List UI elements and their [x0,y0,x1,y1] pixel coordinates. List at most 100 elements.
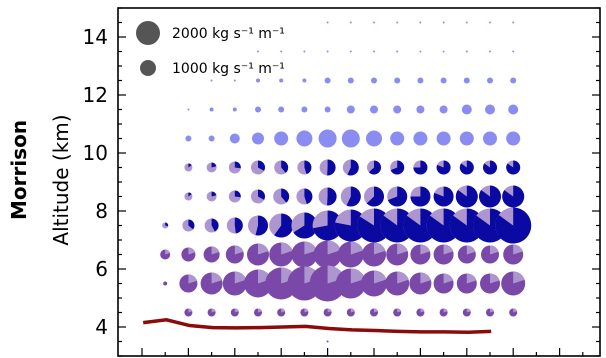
data-bubble [326,50,329,53]
pie-slice [258,308,262,313]
pie-slice [234,217,243,234]
data-bubble [256,78,260,83]
data-bubble [209,107,214,112]
pie-slice [211,272,223,284]
pie-slice [234,308,239,313]
pie-slice [513,271,525,284]
pie-slice [281,188,290,203]
data-bubble [396,21,399,24]
pie-slice [188,308,193,313]
pie-slice [281,242,293,255]
pie-slice [368,160,381,175]
data-bubble [257,50,259,53]
y-tick-label: 10 [83,141,108,165]
pie-slice [327,240,341,255]
data-bubble [396,50,399,53]
pie-slice [274,213,294,238]
data-bubble [440,77,447,84]
pie-slice [490,245,499,255]
pie-slice [211,218,219,232]
pie-slice [188,163,192,168]
data-bubble [366,130,382,147]
data-bubble [302,78,307,83]
data-bubble [413,131,428,146]
pie-slice [234,271,247,284]
data-bubble [463,77,470,84]
pie-slice [433,186,454,207]
pie-slice [211,308,216,313]
data-bubble [229,133,240,144]
data-bubble [512,50,515,53]
pie-slice [211,191,217,197]
pie-slice [436,160,451,175]
legend-marker [140,60,156,76]
legend-marker [136,21,160,45]
data-bubble [393,105,402,114]
pie-slice [304,241,317,255]
data-bubble [303,50,306,53]
pie-slice [443,308,448,313]
pie-slice [459,160,474,175]
data-bubble [465,21,468,24]
pie-slice [304,160,312,175]
data-bubble [185,135,192,142]
data-bubble [324,106,331,113]
data-bubble [508,104,519,115]
pie-slice [350,241,364,255]
data-bubble [208,135,215,142]
pie-slice [165,222,169,227]
pie-slice [312,210,343,241]
pie-slice [490,308,494,313]
data-bubble [346,105,355,114]
data-bubble [279,78,284,83]
data-bubble [485,104,495,115]
data-bubble [461,104,472,115]
data-bubble [506,131,521,146]
pie-slice [304,188,313,205]
pie-slice [455,185,478,208]
y-tick-label: 8 [95,199,108,223]
pie-slice [466,308,471,313]
y-tick-label: 6 [95,257,108,281]
data-bubble [252,132,264,145]
pie-slice [211,162,217,168]
pie-slice [443,273,454,284]
data-bubble [419,50,422,53]
data-bubble [278,106,285,113]
pie-slice [466,273,477,284]
pie-slice [420,244,430,255]
pie-slice [327,159,336,176]
pie-slice [479,185,502,208]
data-bubble [232,107,237,112]
data-bubble [210,79,213,82]
pie-slice [334,209,367,242]
pie-slice [374,308,378,313]
pie-slice [255,215,269,236]
pie-slice [327,187,337,206]
data-bubble [318,129,337,148]
pie-slice [350,268,366,284]
pie-slice [258,243,269,255]
pie-slice [347,159,359,176]
data-bubble [373,21,375,24]
data-bubble [255,106,261,113]
data-bubble [419,21,422,24]
data-bubble [442,21,445,24]
data-bubble [371,77,377,84]
pie-slice [188,192,192,197]
pie-slice [443,244,454,255]
data-bubble [390,131,405,146]
data-bubble [489,21,491,24]
pie-slice [490,273,500,284]
data-bubble [280,50,283,53]
pie-slice [188,247,196,255]
data-bubble [370,105,378,114]
pie-slice [293,212,318,239]
pie-slice [502,185,525,208]
y-axis-label: Altitude (km) [49,114,73,245]
pie-slice [397,308,402,313]
data-bubble [326,21,329,24]
data-bubble [487,77,493,84]
data-bubble [442,50,445,53]
